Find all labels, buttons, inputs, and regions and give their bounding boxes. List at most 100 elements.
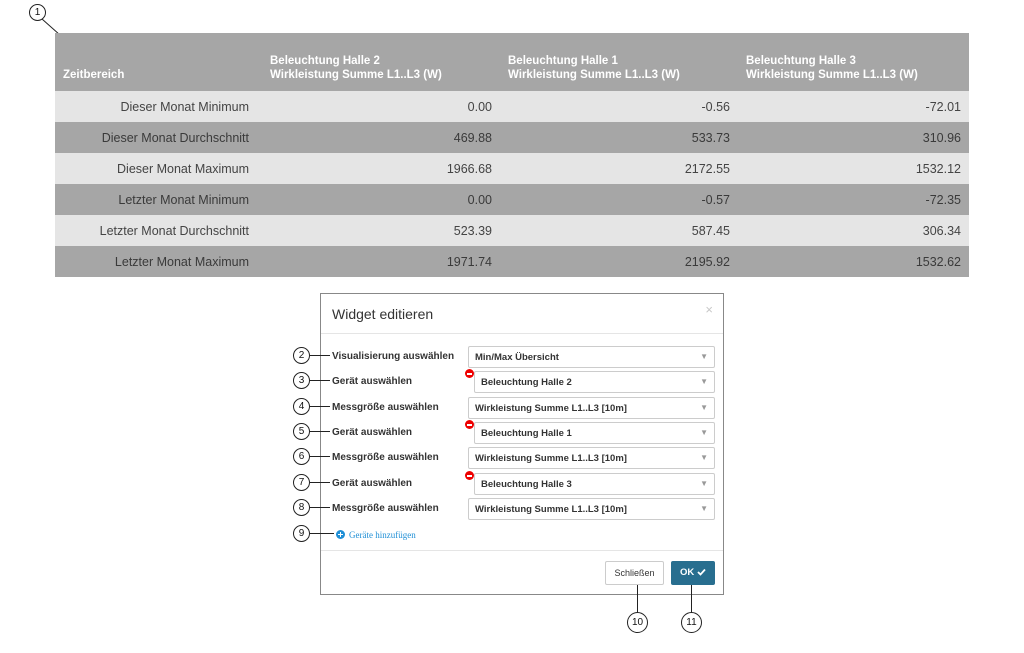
row-label: Letzter Monat Durchschnitt (55, 215, 262, 246)
callout-1-leader (41, 18, 61, 36)
remove-device-icon[interactable] (465, 369, 474, 378)
table-cell: 0.00 (262, 184, 500, 215)
select-value: Beleuchtung Halle 3 (481, 479, 572, 490)
dialog-title: Widget editieren (332, 306, 434, 322)
device-select[interactable]: Beleuchtung Halle 3 ▼ (474, 473, 715, 495)
select-value: Beleuchtung Halle 1 (481, 428, 572, 439)
callout-10-leader (637, 585, 638, 613)
table-cell: 1966.68 (262, 153, 500, 184)
chevron-down-icon: ▼ (700, 403, 708, 412)
column-header-halle-3: Beleuchtung Halle 3 Wirkleistung Summe L… (738, 33, 969, 91)
callout-6-leader (310, 456, 330, 457)
table-row: Letzter Monat Minimum 0.00 -0.57 -72.35 (55, 184, 969, 215)
form-row-metric-1: Messgröße auswählen Wirkleistung Summe L… (321, 397, 725, 419)
device-select[interactable]: Beleuchtung Halle 1 ▼ (474, 422, 715, 444)
table-row: Dieser Monat Minimum 0.00 -0.56 -72.01 (55, 91, 969, 122)
callout-4-leader (310, 406, 330, 407)
table-cell: 533.73 (500, 122, 738, 153)
field-label: Messgröße auswählen (332, 402, 439, 413)
table-cell: -72.01 (738, 91, 969, 122)
callout-9: 9 (293, 525, 310, 542)
row-label: Dieser Monat Minimum (55, 91, 262, 122)
column-header-label: Zeitbereich (63, 69, 125, 81)
visualization-select[interactable]: Min/Max Übersicht ▼ (468, 346, 715, 368)
close-icon[interactable]: × (705, 302, 713, 317)
widget-edit-dialog: Widget editieren × Visualisierung auswäh… (320, 293, 724, 595)
callout-11: 11 (681, 612, 702, 633)
table-row: Letzter Monat Maximum 1971.74 2195.92 15… (55, 246, 969, 277)
form-row-device-3: Gerät auswählen Beleuchtung Halle 3 ▼ (321, 471, 725, 495)
table-cell: 1532.62 (738, 246, 969, 277)
remove-device-icon[interactable] (465, 420, 474, 429)
add-devices-link[interactable]: Geräte hinzufügen (336, 530, 416, 540)
callout-8-leader (310, 507, 330, 508)
table-cell: 1532.12 (738, 153, 969, 184)
select-value: Wirkleistung Summe L1..L3 [10m] (475, 504, 627, 515)
row-label: Letzter Monat Minimum (55, 184, 262, 215)
chevron-down-icon: ▼ (700, 504, 708, 513)
callout-1: 1 (29, 4, 46, 21)
form-row-device-2: Gerät auswählen Beleuchtung Halle 1 ▼ (321, 420, 725, 444)
field-label: Gerät auswählen (332, 478, 413, 489)
column-header-metric: Wirkleistung Summe L1..L3 (W) (270, 69, 442, 81)
chevron-down-icon: ▼ (700, 479, 708, 488)
table-cell: 2172.55 (500, 153, 738, 184)
select-value: Beleuchtung Halle 2 (481, 377, 572, 388)
chevron-down-icon: ▼ (700, 453, 708, 462)
close-button[interactable]: Schließen (605, 561, 664, 585)
field-label: Messgröße auswählen (332, 452, 439, 463)
form-row-device-1: Gerät auswählen Beleuchtung Halle 2 ▼ (321, 369, 725, 393)
callout-6: 6 (293, 448, 310, 465)
callout-11-leader (691, 585, 692, 613)
table-row: Dieser Monat Durchschnitt 469.88 533.73 … (55, 122, 969, 153)
select-value: Wirkleistung Summe L1..L3 [10m] (475, 453, 627, 464)
table-cell: 306.34 (738, 215, 969, 246)
table-cell: 1971.74 (262, 246, 500, 277)
table-cell: 523.39 (262, 215, 500, 246)
column-header-device: Beleuchtung Halle 2 (270, 55, 380, 67)
select-value: Min/Max Übersicht (475, 352, 559, 363)
remove-device-icon[interactable] (465, 471, 474, 480)
ok-button[interactable]: OK (671, 561, 715, 585)
column-header-halle-1: Beleuchtung Halle 1 Wirkleistung Summe L… (500, 33, 738, 91)
device-select[interactable]: Beleuchtung Halle 2 ▼ (474, 371, 715, 393)
callout-7: 7 (293, 474, 310, 491)
table-cell: 310.96 (738, 122, 969, 153)
field-label: Gerät auswählen (332, 376, 413, 387)
chevron-down-icon: ▼ (700, 428, 708, 437)
column-header-halle-2: Beleuchtung Halle 2 Wirkleistung Summe L… (262, 33, 500, 91)
dialog-header: Widget editieren × (321, 294, 723, 334)
metric-select[interactable]: Wirkleistung Summe L1..L3 [10m] ▼ (468, 397, 715, 419)
field-label: Gerät auswählen (332, 427, 413, 438)
callout-2: 2 (293, 347, 310, 364)
table-row: Letzter Monat Durchschnitt 523.39 587.45… (55, 215, 969, 246)
footer-divider (321, 550, 723, 551)
table-cell: -0.57 (500, 184, 738, 215)
callout-3-leader (310, 380, 330, 381)
column-header-zeitbereich: Zeitbereich (55, 33, 262, 91)
callout-2-leader (310, 355, 330, 356)
callout-3: 3 (293, 372, 310, 389)
callout-10: 10 (627, 612, 648, 633)
ok-button-label: OK (680, 567, 695, 578)
table-cell: 2195.92 (500, 246, 738, 277)
callout-4: 4 (293, 398, 310, 415)
table-header-row: Zeitbereich Beleuchtung Halle 2 Wirkleis… (55, 33, 969, 91)
callout-8: 8 (293, 499, 310, 516)
chevron-down-icon: ▼ (700, 352, 708, 361)
callout-7-leader (310, 482, 330, 483)
callout-9-leader (310, 533, 334, 534)
table-cell: 0.00 (262, 91, 500, 122)
check-icon (697, 568, 706, 576)
row-label: Letzter Monat Maximum (55, 246, 262, 277)
field-label: Visualisierung auswählen (332, 351, 455, 362)
stats-table: Zeitbereich Beleuchtung Halle 2 Wirkleis… (55, 33, 969, 277)
column-header-device: Beleuchtung Halle 1 (508, 55, 618, 67)
column-header-metric: Wirkleistung Summe L1..L3 (W) (508, 69, 680, 81)
callout-5-leader (310, 431, 330, 432)
metric-select[interactable]: Wirkleistung Summe L1..L3 [10m] ▼ (468, 447, 715, 469)
metric-select[interactable]: Wirkleistung Summe L1..L3 [10m] ▼ (468, 498, 715, 520)
callout-5: 5 (293, 423, 310, 440)
plus-circle-icon (336, 530, 345, 539)
table-row: Dieser Monat Maximum 1966.68 2172.55 153… (55, 153, 969, 184)
